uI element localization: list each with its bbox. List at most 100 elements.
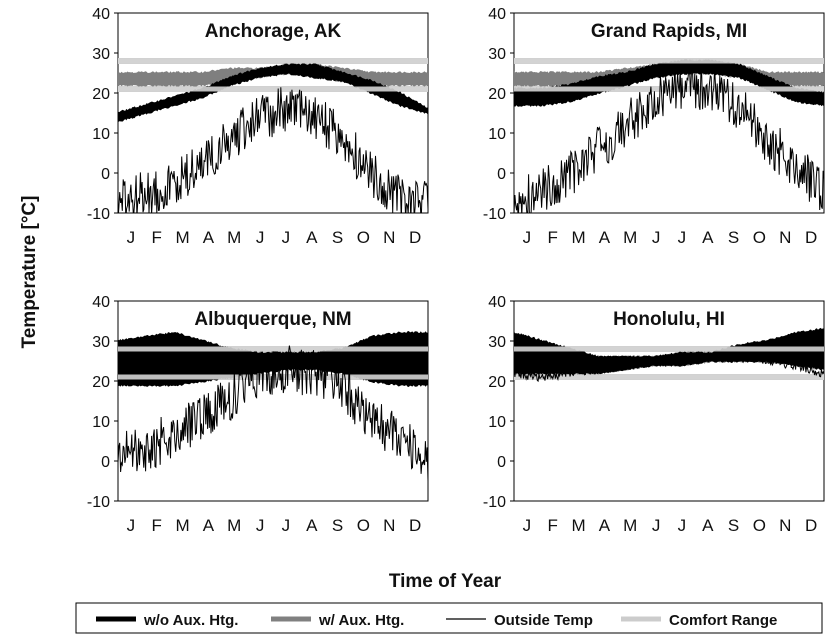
series-band-wo-aux-htg xyxy=(514,59,824,107)
x-tick-label: F xyxy=(152,228,162,247)
y-tick-label: 30 xyxy=(92,334,110,351)
series-line-outside-temp xyxy=(118,87,428,213)
x-tick-label: J xyxy=(678,516,687,535)
y-tick-label: 0 xyxy=(497,166,506,183)
legend-label: w/o Aux. Htg. xyxy=(143,612,238,629)
y-tick-label: 20 xyxy=(92,86,110,103)
x-tick-label: J xyxy=(523,516,532,535)
plot-series xyxy=(118,58,428,213)
legend-label: Comfort Range xyxy=(669,612,777,629)
x-tick-label: M xyxy=(623,516,637,535)
y-tick-label: 30 xyxy=(92,46,110,63)
x-tick-label: A xyxy=(599,516,611,535)
y-tick-label: 40 xyxy=(92,294,110,311)
y-tick-label: 10 xyxy=(488,126,506,143)
x-axis-label: Time of Year xyxy=(389,571,502,592)
x-tick-label: D xyxy=(409,516,421,535)
x-tick-label: N xyxy=(383,228,395,247)
plot-area xyxy=(513,300,825,502)
x-tick-label: O xyxy=(357,516,370,535)
x-tick-label: A xyxy=(599,228,611,247)
legend-label: Outside Temp xyxy=(494,612,593,629)
x-tick-label: J xyxy=(652,228,661,247)
y-tick-label: -10 xyxy=(483,206,506,223)
series-band-wo-aux-htg xyxy=(514,327,824,375)
y-tick-label: 0 xyxy=(497,454,506,471)
x-tick-label: A xyxy=(306,516,318,535)
panel-title: Anchorage, AK xyxy=(205,21,342,42)
panel-title: Grand Rapids, MI xyxy=(591,21,747,42)
x-tick-label: J xyxy=(678,228,687,247)
plot-series xyxy=(514,327,824,383)
x-tick-label: M xyxy=(227,228,241,247)
x-tick-label: F xyxy=(548,516,558,535)
x-tick-label: J xyxy=(282,228,291,247)
x-tick-label: J xyxy=(256,516,265,535)
plot-series xyxy=(118,331,428,482)
x-tick-label: D xyxy=(805,516,817,535)
x-tick-label: M xyxy=(623,228,637,247)
y-tick-label: 40 xyxy=(488,6,506,23)
series-line-outside-temp xyxy=(514,351,824,383)
x-tick-label: J xyxy=(256,228,265,247)
y-tick-label: 30 xyxy=(488,334,506,351)
y-axis-label: Temperature [°C] xyxy=(19,196,40,349)
panel-title: Honolulu, HI xyxy=(613,309,725,330)
x-tick-label: A xyxy=(203,516,215,535)
x-tick-label: O xyxy=(753,228,766,247)
x-tick-label: M xyxy=(227,516,241,535)
legend-label: w/ Aux. Htg. xyxy=(318,612,404,629)
x-tick-label: D xyxy=(409,228,421,247)
x-tick-label: O xyxy=(357,228,370,247)
x-tick-label: J xyxy=(127,516,136,535)
y-tick-label: -10 xyxy=(87,206,110,223)
x-tick-label: O xyxy=(753,516,766,535)
x-tick-label: N xyxy=(779,228,791,247)
plot-area xyxy=(117,300,429,502)
series-line-outside-temp xyxy=(118,345,428,482)
series-line-outside-temp xyxy=(514,65,824,213)
y-tick-label: -10 xyxy=(483,494,506,511)
x-tick-label: A xyxy=(306,228,318,247)
y-tick-label: 0 xyxy=(101,454,110,471)
panel-title: Albuquerque, NM xyxy=(194,309,351,330)
x-tick-label: S xyxy=(332,228,343,247)
x-tick-label: F xyxy=(152,516,162,535)
x-tick-label: J xyxy=(282,516,291,535)
x-tick-label: M xyxy=(175,228,189,247)
x-tick-label: N xyxy=(779,516,791,535)
x-tick-label: A xyxy=(203,228,215,247)
x-tick-label: S xyxy=(728,228,739,247)
legend: w/o Aux. Htg. w/ Aux. Htg. Outside Temp Com… xyxy=(75,602,823,634)
x-tick-label: J xyxy=(652,516,661,535)
plot-series xyxy=(514,58,824,213)
x-tick-label: S xyxy=(728,516,739,535)
y-tick-label: 20 xyxy=(92,374,110,391)
series-band-wo-aux-htg xyxy=(118,63,428,123)
y-tick-label: 40 xyxy=(92,6,110,23)
x-tick-label: M xyxy=(571,516,585,535)
x-tick-label: D xyxy=(805,228,817,247)
y-tick-label: -10 xyxy=(87,494,110,511)
y-tick-label: 20 xyxy=(488,86,506,103)
y-tick-label: 10 xyxy=(488,414,506,431)
x-tick-label: J xyxy=(127,228,136,247)
y-tick-label: 10 xyxy=(92,414,110,431)
y-tick-label: 40 xyxy=(488,294,506,311)
x-tick-label: A xyxy=(702,516,714,535)
y-tick-label: 0 xyxy=(101,166,110,183)
y-tick-label: 30 xyxy=(488,46,506,63)
legend-box xyxy=(75,602,823,634)
x-tick-label: N xyxy=(383,516,395,535)
y-tick-label: 10 xyxy=(92,126,110,143)
x-tick-label: S xyxy=(332,516,343,535)
x-tick-label: J xyxy=(523,228,532,247)
y-tick-label: 20 xyxy=(488,374,506,391)
x-tick-label: M xyxy=(175,516,189,535)
